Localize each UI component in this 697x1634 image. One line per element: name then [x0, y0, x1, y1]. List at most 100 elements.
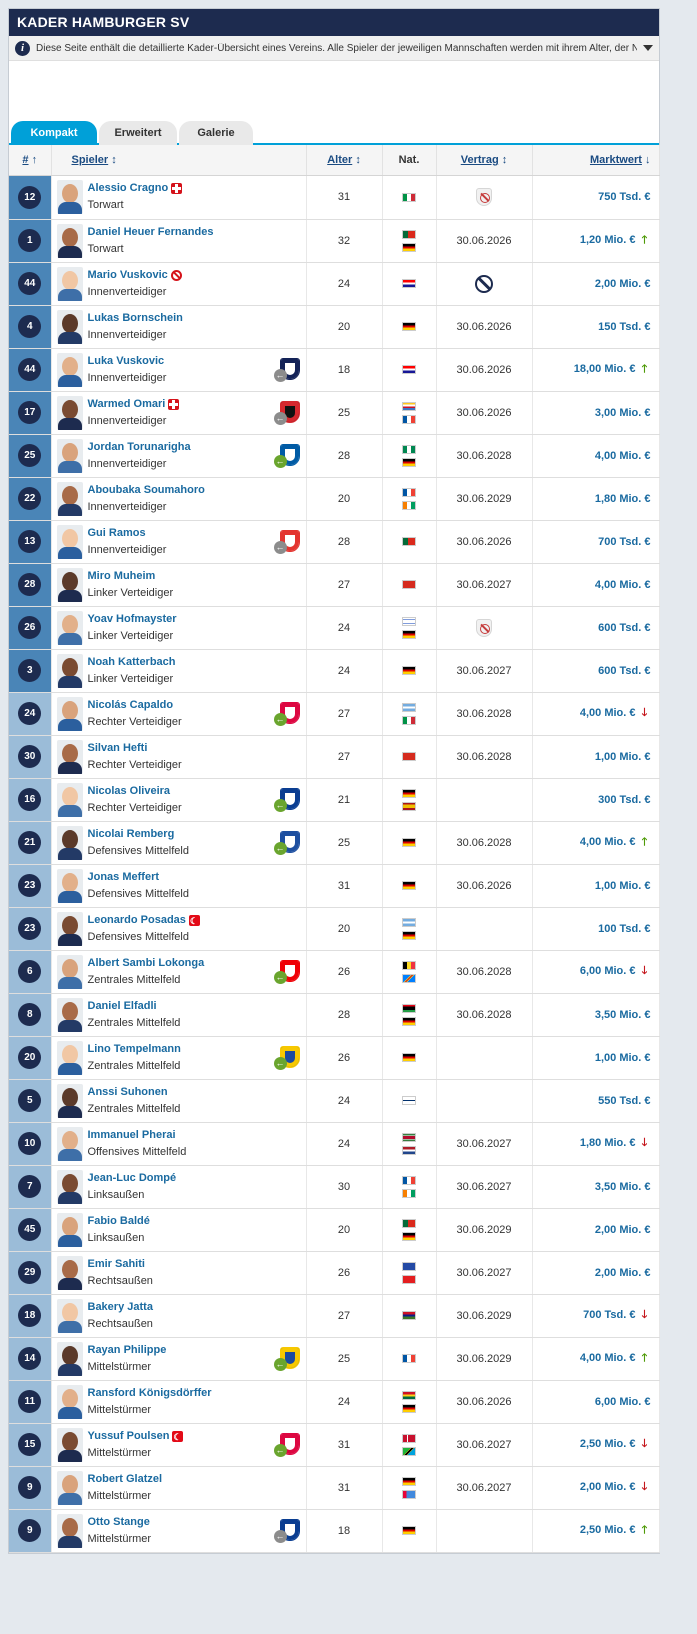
avatar[interactable] — [56, 438, 83, 473]
suspension-icon[interactable] — [170, 269, 182, 281]
player-name-link[interactable]: Otto Stange — [87, 1515, 150, 1528]
loan-club-crest[interactable]: ← — [273, 959, 300, 984]
player-name-link[interactable]: Warmed Omari — [88, 396, 180, 413]
player-name-link[interactable]: Daniel Elfadli — [87, 999, 157, 1012]
avatar[interactable] — [56, 1513, 83, 1548]
player-name-link[interactable]: Noah Katterbach — [87, 655, 176, 668]
player-name-link[interactable]: Daniel Heuer Fernandes — [87, 225, 214, 238]
sort-player-header[interactable]: Spieler ↕ — [51, 145, 307, 176]
market-value-cell[interactable]: 150 Tsd. € — [532, 305, 660, 349]
market-value-cell[interactable]: 2,50 Mio. € 🡑 — [532, 1509, 660, 1553]
loan-club-crest[interactable]: ← — [273, 1432, 300, 1457]
loan-club-crest[interactable]: ← — [273, 830, 300, 855]
sort-contract-header[interactable]: Vertrag ↕ — [436, 145, 533, 176]
market-value-cell[interactable]: 700 Tsd. € — [532, 520, 660, 564]
player-name-link[interactable]: Ransford Königsdörffer — [87, 1386, 212, 1399]
loan-club-crest[interactable]: ← — [273, 357, 300, 382]
player-name-link[interactable]: Lukas Bornschein — [87, 311, 183, 324]
tab-erweitert[interactable]: Erweitert — [99, 121, 177, 145]
avatar[interactable] — [56, 653, 83, 688]
avatar[interactable] — [56, 1470, 83, 1505]
avatar[interactable] — [56, 868, 83, 903]
avatar[interactable] — [56, 1298, 83, 1333]
avatar[interactable] — [56, 825, 83, 860]
player-name-link[interactable]: Lino Tempelmann — [87, 1042, 181, 1055]
player-name-link[interactable]: Leonardo Posadas — [88, 912, 200, 930]
player-name-link[interactable]: Jordan Torunarigha — [87, 440, 191, 453]
loan-club-crest[interactable]: ← — [273, 529, 300, 554]
market-value-cell[interactable]: 3,50 Mio. € — [532, 1165, 660, 1209]
avatar[interactable] — [56, 481, 83, 516]
player-name-link[interactable]: Rayan Philippe — [87, 1343, 167, 1356]
player-name-link[interactable]: Anssi Suhonen — [87, 1085, 168, 1098]
player-name-link[interactable]: Emir Sahiti — [87, 1257, 145, 1270]
player-name-link[interactable]: Nicolas Oliveira — [87, 784, 171, 797]
market-value-cell[interactable]: 4,00 Mio. € 🡑 — [532, 821, 660, 865]
avatar[interactable] — [56, 266, 83, 301]
avatar[interactable] — [56, 696, 83, 731]
market-value-cell[interactable]: 1,00 Mio. € — [532, 864, 660, 908]
avatar[interactable] — [56, 1255, 83, 1290]
market-value-cell[interactable]: 6,00 Mio. € 🡓 — [532, 950, 660, 994]
market-value-cell[interactable]: 2,00 Mio. € — [532, 262, 660, 306]
avatar[interactable] — [56, 1040, 83, 1075]
player-name-link[interactable]: Miro Muheim — [87, 569, 156, 582]
market-value-cell[interactable]: 3,50 Mio. € — [532, 993, 660, 1037]
tab-galerie[interactable]: Galerie — [179, 121, 253, 145]
market-value-cell[interactable]: 300 Tsd. € — [532, 778, 660, 822]
market-value-cell[interactable]: 700 Tsd. € 🡓 — [532, 1294, 660, 1338]
loan-club-crest[interactable]: ← — [273, 400, 300, 425]
avatar[interactable] — [56, 524, 83, 559]
expand-caret-icon[interactable] — [643, 45, 653, 51]
loan-club-crest[interactable]: ← — [273, 443, 300, 468]
player-name-link[interactable]: Silvan Hefti — [87, 741, 148, 754]
avatar[interactable] — [56, 954, 83, 989]
player-name-link[interactable]: Mario Vuskovic — [88, 267, 182, 284]
avatar[interactable] — [56, 997, 83, 1032]
avatar[interactable] — [56, 180, 83, 214]
avatar[interactable] — [56, 1126, 83, 1161]
player-name-link[interactable]: Gui Ramos — [87, 526, 146, 539]
sort-age-header[interactable]: Alter ↕ — [306, 145, 383, 176]
market-value-cell[interactable]: 1,00 Mio. € — [532, 1036, 660, 1080]
tab-kompakt[interactable]: Kompakt — [11, 121, 97, 145]
market-value-cell[interactable]: 600 Tsd. € — [532, 649, 660, 693]
international-duty-icon[interactable] — [188, 913, 200, 930]
market-value-cell[interactable]: 2,00 Mio. € — [532, 1208, 660, 1252]
market-value-cell[interactable]: 1,80 Mio. € 🡓 — [532, 1122, 660, 1166]
avatar[interactable] — [56, 782, 83, 817]
market-value-cell[interactable]: 1,00 Mio. € — [532, 735, 660, 779]
avatar[interactable] — [56, 567, 83, 602]
market-value-cell[interactable]: 750 Tsd. € — [532, 175, 660, 220]
market-value-cell[interactable]: 1,80 Mio. € — [532, 477, 660, 521]
market-value-cell[interactable]: 18,00 Mio. € 🡑 — [532, 348, 660, 392]
loan-club-crest[interactable]: ← — [273, 1346, 300, 1371]
player-name-link[interactable]: Luka Vuskovic — [87, 354, 165, 367]
player-name-link[interactable]: Alessio Cragno — [88, 180, 183, 197]
loan-club-crest[interactable]: ← — [273, 1518, 300, 1543]
market-value-cell[interactable]: 1,20 Mio. € 🡑 — [532, 219, 660, 263]
market-value-cell[interactable]: 6,00 Mio. € — [532, 1380, 660, 1424]
loan-club-crest[interactable]: ← — [273, 1045, 300, 1070]
player-name-link[interactable]: Albert Sambi Lokonga — [87, 956, 205, 969]
player-name-link[interactable]: Bakery Jatta — [87, 1300, 153, 1313]
avatar[interactable] — [56, 1341, 83, 1376]
market-value-cell[interactable]: 3,00 Mio. € — [532, 391, 660, 435]
player-name-link[interactable]: Aboubaka Soumahoro — [87, 483, 205, 496]
market-value-cell[interactable]: 4,00 Mio. € 🡓 — [532, 692, 660, 736]
info-bar[interactable]: i Diese Seite enthält die detaillierte K… — [9, 36, 659, 61]
market-value-cell[interactable]: 2,00 Mio. € 🡓 — [532, 1466, 660, 1510]
market-value-cell[interactable]: 2,00 Mio. € — [532, 1251, 660, 1295]
avatar[interactable] — [56, 395, 83, 430]
avatar[interactable] — [56, 352, 83, 387]
avatar[interactable] — [56, 1427, 83, 1462]
avatar[interactable] — [56, 911, 83, 946]
loan-club-crest[interactable]: ← — [273, 701, 300, 726]
avatar[interactable] — [56, 1169, 83, 1204]
player-name-link[interactable]: Jonas Meffert — [87, 870, 160, 883]
market-value-cell[interactable]: 4,00 Mio. € 🡑 — [532, 1337, 660, 1381]
international-duty-icon[interactable] — [172, 1429, 184, 1446]
avatar[interactable] — [56, 1083, 83, 1118]
avatar[interactable] — [56, 223, 83, 258]
player-name-link[interactable]: Jean-Luc Dompé — [87, 1171, 177, 1184]
